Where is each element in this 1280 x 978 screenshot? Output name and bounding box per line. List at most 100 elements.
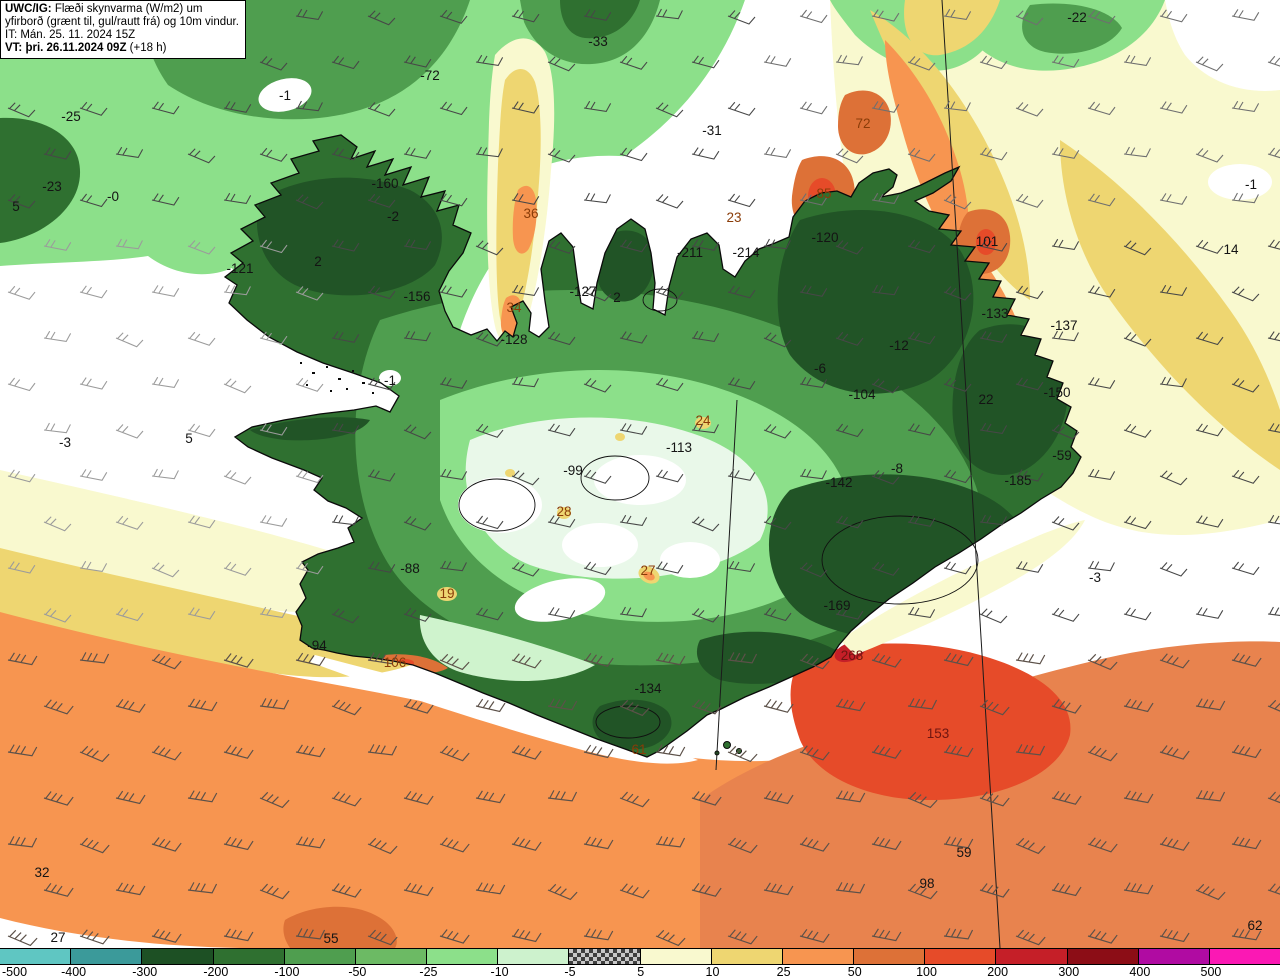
wind-barb-icon (763, 332, 792, 348)
wind-barb-icon (547, 698, 578, 711)
wind-barb-icon (1123, 332, 1152, 347)
wind-barb-icon (655, 102, 684, 118)
wind-barb-icon (367, 561, 396, 573)
wind-barb-icon (547, 148, 576, 163)
wind-barb-icon (907, 423, 936, 436)
secoast-pale-fringe (840, 520, 1085, 655)
wind-barb-icon (1123, 54, 1152, 67)
flux-value-label: -22 (1067, 10, 1087, 25)
flux-value-label: -211 (677, 245, 703, 260)
flux-value-label: -99 (563, 463, 583, 478)
wind-barb-icon (1123, 240, 1152, 256)
wind-barb-icon (583, 561, 612, 576)
wind-barb-icon (763, 238, 791, 250)
wind-barb-icon (1231, 9, 1260, 21)
wind-barb-icon (223, 101, 252, 113)
wind-barb-icon (1195, 607, 1224, 619)
wind-barb-icon (979, 55, 1008, 70)
wind-barb-icon (691, 699, 722, 715)
wind-barb-icon (1087, 745, 1118, 762)
wind-barb-icon (79, 560, 108, 573)
flux-value-label: 98 (919, 876, 934, 891)
east-yellow-streak3 (904, 0, 1000, 56)
wind-barb-icon (403, 330, 431, 342)
wind-barb-icon (583, 378, 612, 393)
wind-barb-icon (151, 653, 182, 670)
wind-barb-icon (187, 790, 218, 803)
wind-barb-icon (295, 100, 323, 112)
wind-barb-icon (583, 9, 612, 21)
legend-segment (426, 949, 498, 964)
wind-barb-icon (43, 882, 74, 897)
wind-barb-icon (1051, 147, 1080, 159)
wind-barb-icon (907, 515, 936, 527)
wind-barb-icon (367, 652, 398, 665)
wind-barb-icon (511, 284, 540, 297)
flux-value-label: -156 (403, 289, 430, 304)
ocean-white-spot (258, 78, 312, 112)
wind-barb-icon (583, 286, 612, 302)
wind-barb-icon (1087, 101, 1116, 116)
wind-barb-icon (907, 56, 936, 71)
flux-value-label: 5 (12, 199, 20, 214)
legend-tick-label: 500 (1200, 965, 1222, 978)
wind-barb-icon (1015, 469, 1044, 482)
wind-barb-icon (151, 101, 180, 115)
wind-barb-icon (943, 744, 974, 758)
wind-barb-icon (115, 424, 144, 439)
wind-barb-icon (1087, 9, 1116, 24)
wind-barb-icon (151, 285, 180, 297)
wind-barb-icon (79, 837, 110, 854)
wind-barb-icon (763, 55, 792, 67)
flux-value-label: -23 (42, 179, 62, 194)
flux-value-label: -94 (307, 638, 327, 653)
legend-tick-label: 100 (916, 965, 937, 978)
wind-barb-icon (187, 148, 216, 164)
wind-barb-icon (115, 515, 144, 530)
wind-barb-icon (979, 514, 1007, 526)
wind-barb-icon (475, 698, 506, 713)
wind-barb-icon (331, 147, 360, 161)
wind-barb-icon (835, 790, 866, 803)
ne-dorange-72 (838, 90, 891, 155)
wind-barb-icon (1267, 606, 1280, 618)
wind-barb-icon (259, 239, 288, 254)
legend-segment (1066, 949, 1138, 964)
wind-barb-icon (43, 147, 72, 160)
flux-value-label: 59 (956, 845, 971, 860)
wind-barb-icon (511, 928, 542, 943)
wind-barb-icon (979, 331, 1008, 343)
flux-value-label: -1 (279, 88, 291, 103)
wind-barb-icon (79, 929, 110, 945)
flux-value-label: 24 (695, 413, 711, 428)
wind-barb-icon (763, 515, 792, 530)
wind-barb-icon (1087, 377, 1116, 389)
wind-barb-icon (727, 101, 756, 116)
wind-barb-icon (439, 468, 468, 481)
wind-barb-icon (1015, 285, 1044, 300)
wind-barb-icon (1015, 929, 1046, 946)
flux-value-label: -134 (634, 681, 662, 696)
wind-barb-icon (511, 562, 540, 577)
legend-tick-label: -400 (61, 965, 87, 978)
flux-value-label: 55 (323, 931, 338, 946)
flux-value-label: 101 (976, 234, 999, 249)
wind-barb-icon (1267, 147, 1280, 162)
wind-barb-icon (835, 331, 864, 346)
wind-barb-icon (223, 470, 252, 485)
wind-barb-icon (295, 469, 324, 484)
title-line-4: VT: þri. 26.11.2024 09Z (+18 h) (5, 42, 167, 54)
flux-value-label: -72 (420, 68, 440, 83)
legend-tick-label: 10 (705, 965, 720, 978)
wind-barb-icon (691, 422, 719, 434)
wind-barb-icon (979, 791, 1010, 807)
wind-barb-icon (295, 928, 326, 940)
legend-segment (639, 949, 711, 964)
wind-barb-icon (979, 699, 1010, 716)
wind-barb-icon (1231, 100, 1260, 113)
wind-barb-icon (295, 377, 324, 392)
wind-barb-icon (583, 744, 614, 759)
wind-barb-icon (1051, 790, 1082, 805)
wind-barb-icon (223, 192, 252, 205)
wind-barb-icon (7, 194, 36, 209)
